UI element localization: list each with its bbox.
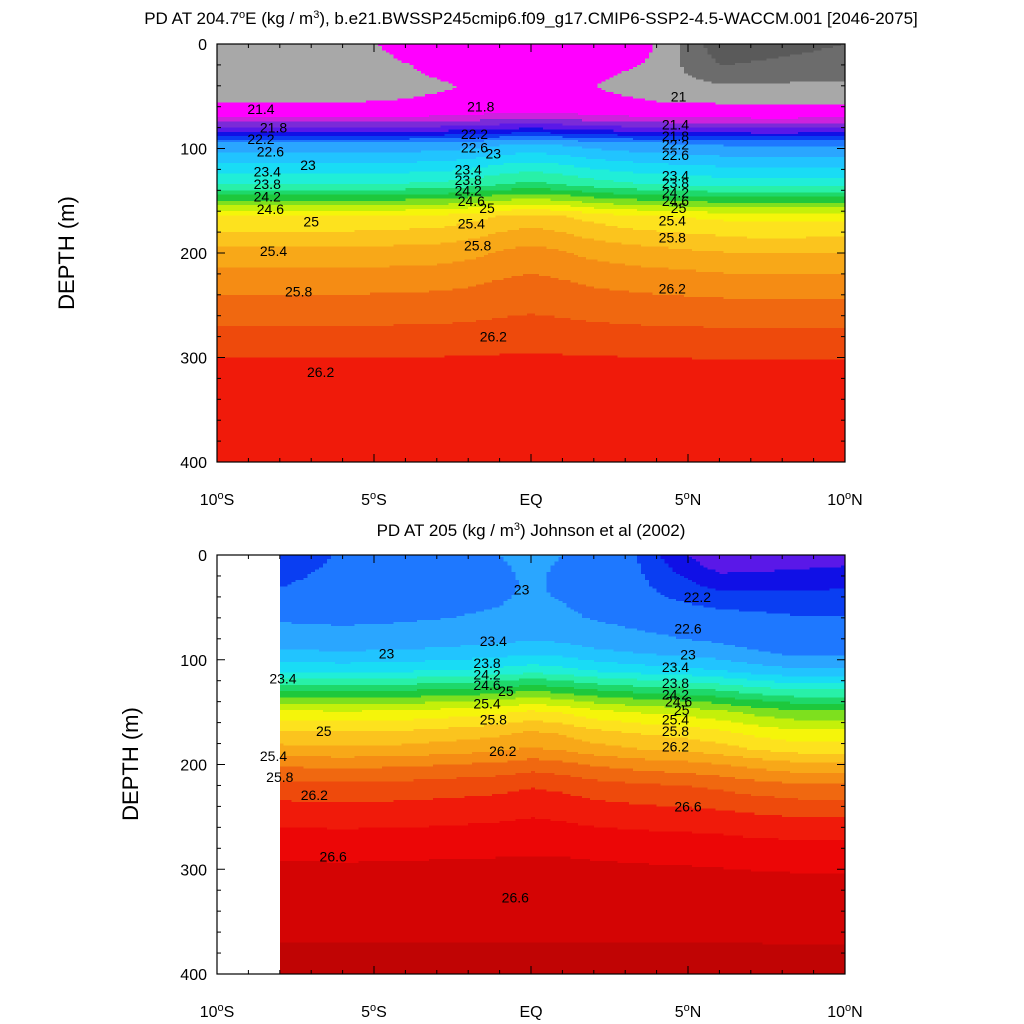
panel-1: PD AT 204.7oE (kg / m3), b.e21.BWSSP245c… — [54, 9, 918, 509]
contour-fill — [217, 44, 846, 463]
